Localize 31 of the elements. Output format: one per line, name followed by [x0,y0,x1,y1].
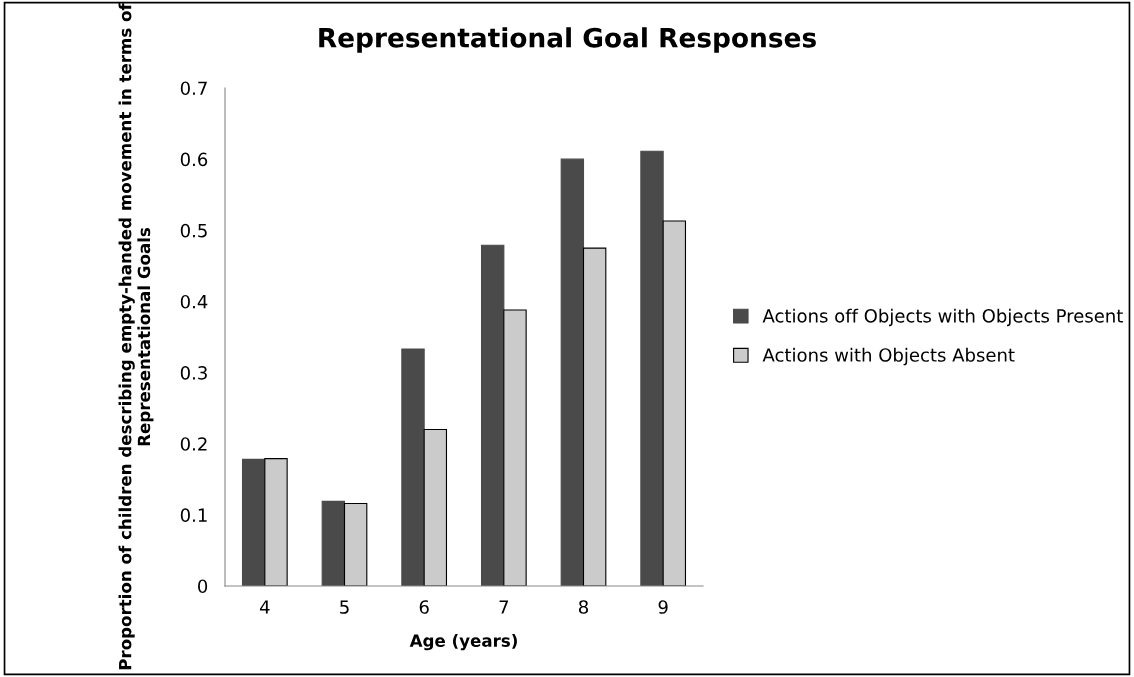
y-tick-label: 0.7 [180,81,207,96]
y-tick-label: 0.1 [180,508,207,522]
legend-label: Actions off Objects with Objects Present [762,308,1123,327]
chart-title: Representational Goal Responses [319,27,816,53]
y-tick-label: 0.6 [180,152,208,167]
bar [560,158,585,586]
x-tick-label: 7 [499,600,509,614]
bar [480,244,505,586]
bar [264,458,288,586]
x-axis-title: Age (years) [409,634,517,651]
x-tick-label: 4 [259,600,270,614]
x-tick-label: 9 [658,600,668,614]
y-tick-label: 0.2 [180,437,207,451]
y-tick-label: 0.3 [180,366,207,380]
bar [401,348,425,586]
y-axis-title: Proportion of children describing empty-handed movement in terms of Representational Goals [118,3,154,670]
bar [423,428,448,586]
y-tick-label: 0 [198,579,208,594]
bar [582,247,607,586]
bar [640,150,664,586]
bar [503,309,527,586]
x-tick-label: 5 [340,600,349,614]
bar [343,502,368,586]
bar [241,458,266,586]
y-tick-label: 0.4 [180,294,208,309]
x-tick-label: 6 [419,600,429,614]
legend-label: Actions with Objects Absent [762,347,1015,366]
y-tick-label: 0.5 [180,223,207,238]
bar [321,500,346,586]
x-tick-label: 8 [578,600,589,614]
bar [662,220,687,586]
